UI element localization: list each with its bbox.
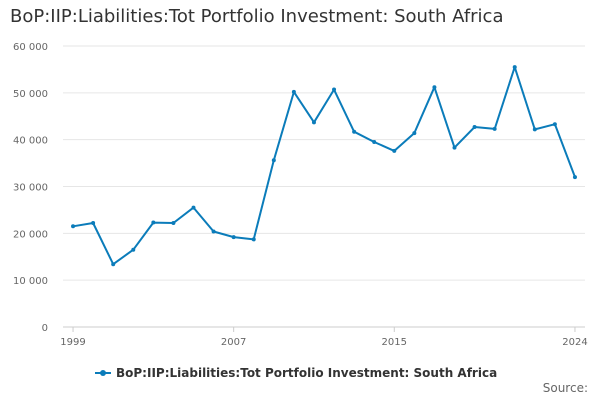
x-tick-label: 2024 bbox=[562, 337, 587, 348]
data-point bbox=[71, 224, 76, 229]
data-point bbox=[191, 205, 196, 210]
data-point bbox=[432, 85, 437, 90]
grid-lines bbox=[63, 45, 585, 281]
series-points bbox=[71, 65, 577, 267]
data-point bbox=[372, 140, 377, 145]
data-point bbox=[492, 126, 497, 131]
legend-label: BoP:IIP:Liabilities:Tot Portfolio Invest… bbox=[116, 366, 498, 380]
data-point bbox=[452, 145, 457, 150]
data-point bbox=[171, 221, 176, 226]
data-point bbox=[512, 65, 517, 70]
data-point bbox=[231, 235, 236, 240]
data-point bbox=[131, 247, 136, 252]
y-tick-label: 30 000 bbox=[13, 183, 48, 194]
y-tick-label: 50 000 bbox=[13, 89, 48, 100]
legend[interactable]: BoP:IIP:Liabilities:Tot Portfolio Invest… bbox=[95, 366, 497, 380]
x-tick-label: 2007 bbox=[221, 337, 246, 348]
data-point bbox=[251, 237, 256, 242]
data-point bbox=[291, 89, 296, 94]
x-tick-label: 2015 bbox=[382, 337, 407, 348]
data-point bbox=[532, 127, 537, 132]
data-point bbox=[311, 120, 316, 125]
source-label: Source: bbox=[542, 381, 588, 395]
data-point bbox=[552, 122, 557, 127]
axes: 0 10 000 20 000 30 000 40 000 50 000 60 000 199… bbox=[13, 42, 588, 348]
data-point bbox=[412, 131, 417, 136]
legend-swatch-icon bbox=[95, 370, 111, 376]
series-line-layer bbox=[72, 66, 576, 266]
data-point bbox=[332, 87, 337, 92]
x-tick-label: 1999 bbox=[60, 337, 85, 348]
series-line bbox=[72, 66, 576, 266]
y-tick-label: 40 000 bbox=[13, 136, 48, 147]
data-point bbox=[472, 125, 477, 130]
y-tick-label: 0 bbox=[42, 323, 48, 334]
chart-title: BoP:IIP:Liabilities:Tot Portfolio Invest… bbox=[10, 6, 504, 27]
y-tick-label: 10 000 bbox=[13, 276, 48, 287]
y-tick-label: 20 000 bbox=[13, 229, 48, 240]
data-point bbox=[211, 229, 216, 234]
data-point bbox=[352, 129, 357, 134]
data-point bbox=[392, 148, 397, 153]
legend-marker-icon bbox=[100, 370, 106, 376]
data-point bbox=[111, 262, 116, 267]
data-point bbox=[572, 175, 577, 180]
data-point bbox=[151, 220, 156, 225]
data-point bbox=[91, 221, 96, 226]
data-point bbox=[271, 158, 276, 163]
y-tick-label: 60 000 bbox=[13, 42, 48, 53]
